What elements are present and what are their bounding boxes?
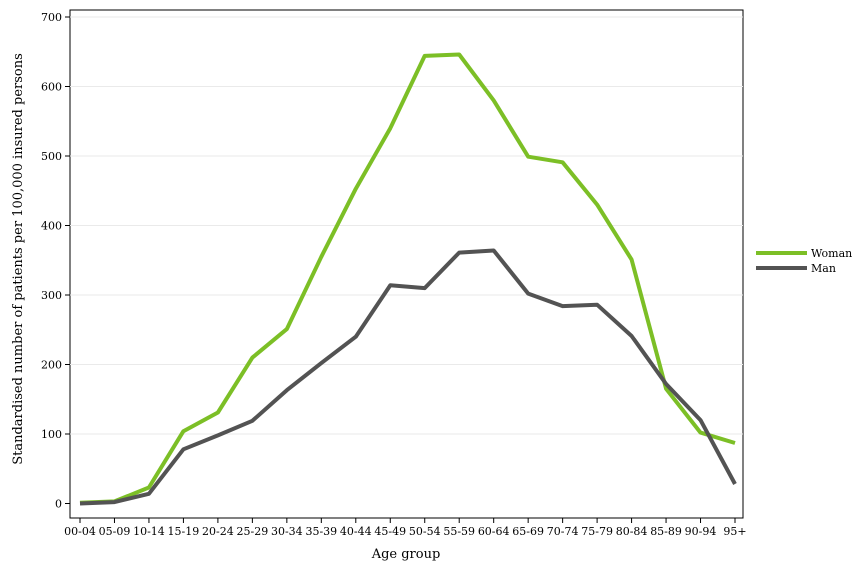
x-axis-title: Age group [371,547,441,562]
legend: Woman Man [756,247,852,275]
y-tick-label: 500 [41,150,62,163]
x-tick-label: 25-29 [237,525,269,538]
x-tick-label: 90-94 [685,525,717,538]
x-tick-label: 75-79 [581,525,613,538]
x-tick-label: 95+ [723,525,746,538]
x-tick-label: 10-14 [133,525,165,538]
data-series [79,52,737,506]
x-tick-label: 65-69 [512,525,544,538]
x-tick-label: 45-49 [374,525,406,538]
y-axis-title: Standardised number of patients per 100,… [11,53,26,465]
x-tick-label: 05-09 [99,525,131,538]
legend-label-woman: Woman [811,247,852,260]
y-axis-ticks: 0 100 200 300 400 500 600 700 [41,11,70,511]
series-line-woman [79,52,736,505]
x-axis-ticks: 00-04 05-09 10-14 15-19 20-24 25-29 30-34 35-39… [64,518,747,538]
x-tick-label: 60-64 [478,525,510,538]
y-tick-label: 0 [55,498,62,511]
x-tick-label: 35-39 [305,525,337,538]
y-tick-label: 200 [41,359,62,372]
y-tick-label: 600 [41,81,62,94]
x-tick-label: 30-34 [271,525,303,538]
x-tick-label: 15-19 [168,525,200,538]
x-tick-label: 70-74 [547,525,579,538]
x-tick-label: 20-24 [202,525,234,538]
y-tick-label: 100 [41,428,62,441]
x-tick-label: 00-04 [64,525,96,538]
x-tick-label: 85-89 [650,525,682,538]
y-tick-label: 700 [41,11,62,24]
y-tick-label: 400 [41,220,62,233]
y-tick-label: 300 [41,289,62,302]
legend-label-man: Man [811,262,836,275]
x-tick-label: 40-44 [340,525,372,538]
x-tick-label: 80-84 [616,525,648,538]
series-line-man [79,248,737,506]
x-tick-label: 50-54 [409,525,441,538]
x-tick-label: 55-59 [443,525,475,538]
